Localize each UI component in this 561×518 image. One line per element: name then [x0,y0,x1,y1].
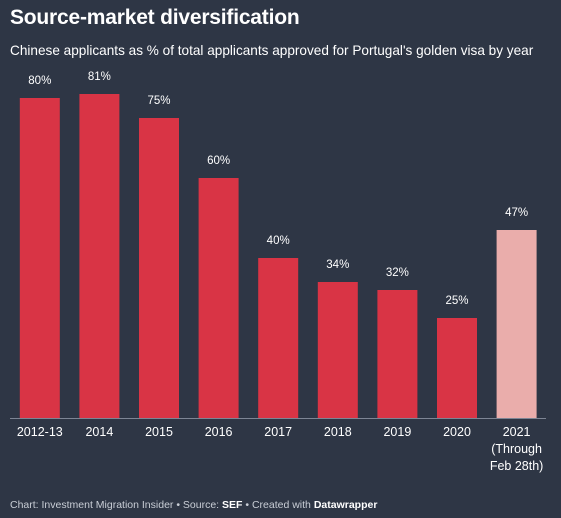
footer-source: SEF [222,499,243,511]
bar-4 [258,258,299,418]
x-tick-label-3: 2016 [205,425,233,439]
bar-1 [79,94,120,418]
x-tick-label-7: 2020 [443,425,471,439]
bar-0 [19,98,60,418]
x-tick-label-8-line-1: (Through [491,442,542,456]
x-tick-label-0: 2012-13 [17,425,63,439]
bar-6 [377,290,418,418]
x-tick-label-1: 2014 [85,425,113,439]
value-label-2: 75% [147,95,170,107]
value-label-5: 34% [326,259,349,271]
bar-3 [198,178,239,418]
bar-chart: 80% 2012-13 81% 2014 75% 2015 60% 2016 40% 2017 34… [10,71,546,473]
footer-created-credit: • Created with [242,499,314,511]
chart-title: Source-market diversification [10,6,300,29]
x-tick-label-2: 2015 [145,425,173,439]
value-label-8: 47% [505,207,528,219]
value-label-1: 81% [88,71,111,83]
value-label-3: 60% [207,155,230,167]
bar-7 [437,318,477,418]
value-label-7: 25% [445,295,468,307]
footer-tool: Datawrapper [313,499,378,511]
x-tick-label-8-line-2: Feb 28th) [490,459,544,473]
value-label-0: 80% [28,75,51,87]
x-tick-label-5: 2018 [324,425,352,439]
x-tick-label-6: 2019 [383,425,411,439]
chart-footer: Chart: Investment Migration Insider • So… [10,499,377,511]
bar-2 [139,118,179,418]
chart-subtitle: Chinese applicants as % of total applica… [10,43,534,58]
footer-chart-credit: Chart: Investment Migration Insider • So… [10,499,223,511]
x-tick-label-4: 2017 [264,425,292,439]
value-label-4: 40% [267,235,290,247]
bar-8 [496,230,537,418]
x-tick-label-8-line-0: 2021 [503,425,531,439]
bar-5 [317,282,358,418]
value-label-6: 32% [386,267,409,279]
